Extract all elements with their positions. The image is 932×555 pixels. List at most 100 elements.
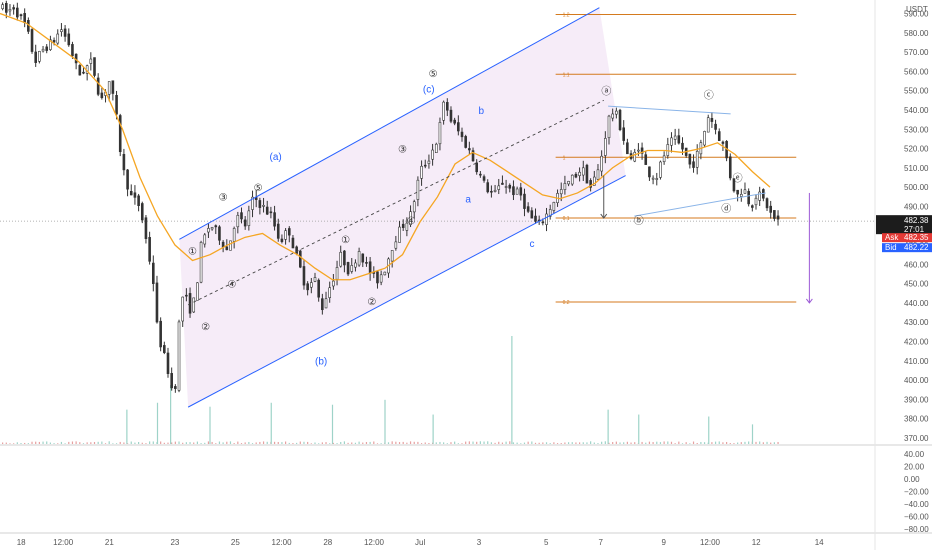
volume-bar [211,441,213,444]
volume-bar [60,441,63,444]
volume-bar [435,442,437,444]
candle-body [423,164,427,167]
volume-bar [505,441,507,444]
volume-bar [49,442,51,444]
channel-area [179,7,626,408]
candle-body [82,71,85,74]
candle-body [589,180,592,188]
price-tick: 390.00 [904,395,929,404]
price-tick: 380.00 [904,415,929,424]
volume-bar [86,442,88,444]
candle-body [578,171,581,176]
candle-body [655,178,659,180]
indicator-tick: −20.00 [904,488,929,497]
volume-bar [516,442,518,444]
candle-body [67,33,71,46]
wave-label: ④ [227,279,236,290]
candle-body [728,156,732,179]
volume-spike [638,414,640,444]
volume-bar [134,442,136,444]
volume-bar [619,442,621,444]
wave-label: ⓔ [733,172,743,184]
wave-label: ⓒ [704,89,714,101]
volume-bar [733,443,735,444]
volume-bar [240,443,243,444]
volume-bar [123,442,125,444]
volume-bar [90,442,92,444]
candle-body [71,44,74,57]
wave-label: ① [188,247,197,258]
wave-label: (c) [423,85,435,96]
candle-body [265,206,269,215]
candle-body [321,298,324,311]
volume-bar [373,441,375,444]
volume-bar [182,442,184,444]
price-tick: 500.00 [904,183,929,192]
candle-body [445,102,449,111]
volume-bar [729,443,731,444]
candle-body [188,293,192,314]
candle-body [254,197,258,200]
candle-body [530,210,534,219]
volume-bar [299,441,301,444]
price-tick: 580.00 [904,29,929,38]
axis-currency-title: USDT [906,5,928,14]
candle-body [115,95,118,115]
volume-bar [115,443,118,444]
volume-bar [575,442,577,444]
candle-body [214,225,218,228]
volume-bar [567,442,570,444]
candle-body [714,123,717,130]
candle-body [376,271,379,284]
volume-bar [420,443,423,444]
candle-body [328,287,332,298]
price-tick: 430.00 [904,318,929,327]
candle-body [324,298,328,309]
candle-body [23,13,26,24]
volume-bar [387,442,390,444]
volume-bar [590,441,592,444]
volume-bar [16,442,18,444]
volume-bar [351,442,353,444]
volume-bar [318,443,320,444]
candle-body [739,194,743,197]
volume-bar [310,443,312,444]
time-tick: Jul [415,538,425,547]
volume-bar [233,443,235,444]
candle-body [574,173,578,178]
volume-bar [512,442,515,444]
volume-bar [501,442,504,444]
volume-bar [75,441,77,444]
volume-bar [266,441,268,444]
volume-bar [174,441,176,444]
candle-body [203,234,207,245]
candle-body [41,48,45,52]
candle-body [706,117,710,133]
volume-bar [215,443,217,444]
arrow-head [805,298,813,304]
candle-body [63,28,67,37]
candle-body [442,101,445,121]
volume-bar [703,442,706,444]
volume-bar [744,441,746,444]
volume-bar [178,441,180,444]
volume-bar [472,441,474,444]
volume-bar [259,441,261,444]
candle-body [604,138,607,156]
candle-body [515,188,519,195]
price-tick: 570.00 [904,48,929,57]
volume-bar [755,441,757,444]
wave-label: ⓑ [634,215,644,227]
volume-bar [498,441,500,444]
volume-bar [332,442,334,444]
price-tick: 510.00 [904,164,929,173]
candle-body [133,192,137,198]
candle-body [310,282,313,288]
candle-body [12,7,15,10]
candle-body [677,135,681,144]
candle-body [434,143,438,153]
candle-body [232,228,236,242]
bid-label: Bid [885,243,897,252]
